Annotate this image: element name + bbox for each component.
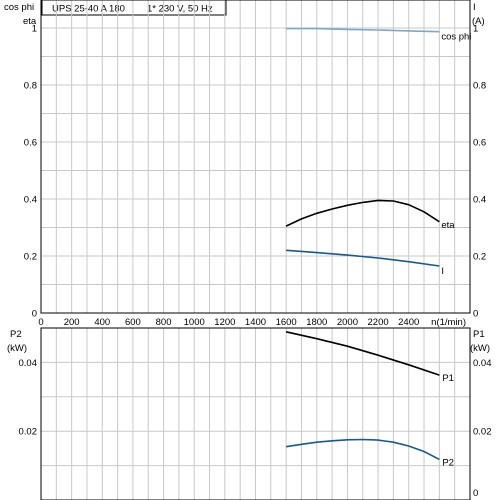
upper-right-y-tick-label: 0.6 (473, 138, 486, 149)
lower-right-y-tick-label: 0.04 (473, 358, 492, 369)
upper-left-y-tick-label: 0.2 (24, 252, 37, 263)
lower-plot-frame (40, 327, 471, 500)
x-tick-label: 1800 (306, 317, 327, 328)
series-label-p2: P2 (442, 457, 454, 468)
upper-left-axis-label-1: cos phi (4, 2, 34, 13)
header-supply: 1* 230 V, 50 Hz (147, 4, 213, 15)
lower-right-y-tick-label: 0.02 (473, 427, 492, 438)
x-tick-label: 200 (64, 317, 80, 328)
upper-left-y-tick-label: 0.4 (24, 195, 37, 206)
x-tick-label: 1400 (245, 317, 266, 328)
upper-plot-frame (40, 0, 471, 314)
upper-right-y-tick-label: 0.2 (473, 252, 486, 263)
upper-right-axis-label-2: (A) (472, 16, 485, 27)
series-line-cos-phi (286, 27, 440, 33)
x-tick-label: 2200 (368, 317, 389, 328)
tick-label-layer: 0 200 400 600 800 1000 1200 1400 1600 1800 2000 220… (19, 24, 492, 500)
series-label-i: I (441, 266, 444, 277)
series-layer: cos phi eta I P1 P2 (285, 27, 471, 468)
x-tick-label: 1000 (184, 317, 205, 328)
series-label-cos-phi: cos phi (441, 32, 471, 43)
lower-left-y-tick-label: 0.04 (19, 358, 38, 369)
x-tick-label: 1600 (276, 317, 297, 328)
frame-layer (40, 0, 471, 500)
series-label-p1: P1 (442, 373, 454, 384)
x-tick-label: 1200 (214, 317, 235, 328)
upper-right-y-tick-label: 1 (473, 24, 478, 35)
x-axis-label: n(1/min) (431, 317, 466, 328)
upper-left-y-tick-label: 0 (32, 309, 37, 320)
series-label-eta: eta (441, 220, 455, 231)
upper-right-y-tick-label: 0.4 (473, 195, 486, 206)
upper-right-axis-label-1: I (473, 2, 476, 13)
lower-left-axis-label-1: P2 (10, 329, 22, 340)
lower-left-axis-label-2: (kW) (7, 343, 27, 354)
lower-right-y-tick-label: 0 (473, 488, 478, 499)
x-tick-label: 600 (125, 317, 141, 328)
upper-right-y-tick-label: 0.8 (473, 81, 486, 92)
series-line-i (286, 249, 440, 267)
header-box (41, 0, 227, 16)
upper-right-y-tick-label: 0 (473, 309, 478, 320)
lower-right-axis-label-1: P1 (473, 329, 485, 340)
lower-left-y-tick-label: 0.02 (19, 427, 38, 438)
x-tick-label: 2000 (337, 317, 358, 328)
series-line-p1 (285, 331, 440, 376)
series-line-p2 (285, 438, 440, 461)
x-tick-label: 400 (94, 317, 110, 328)
series-line-eta (285, 199, 440, 227)
upper-left-y-tick-label: 1 (32, 24, 37, 35)
grid-layer (41, 0, 470, 500)
x-tick-label: 800 (156, 317, 172, 328)
x-tick-label: 2400 (398, 317, 419, 328)
lower-right-axis-label-2: (kW) (470, 343, 490, 354)
upper-left-y-tick-label: 0.8 (24, 81, 37, 92)
upper-left-y-tick-label: 0.6 (24, 138, 37, 149)
x-tick-label: 0 (38, 317, 43, 328)
header-model: UPS 25-40 A 180 (52, 4, 125, 15)
upper-left-axis-label-2: eta (23, 16, 37, 27)
